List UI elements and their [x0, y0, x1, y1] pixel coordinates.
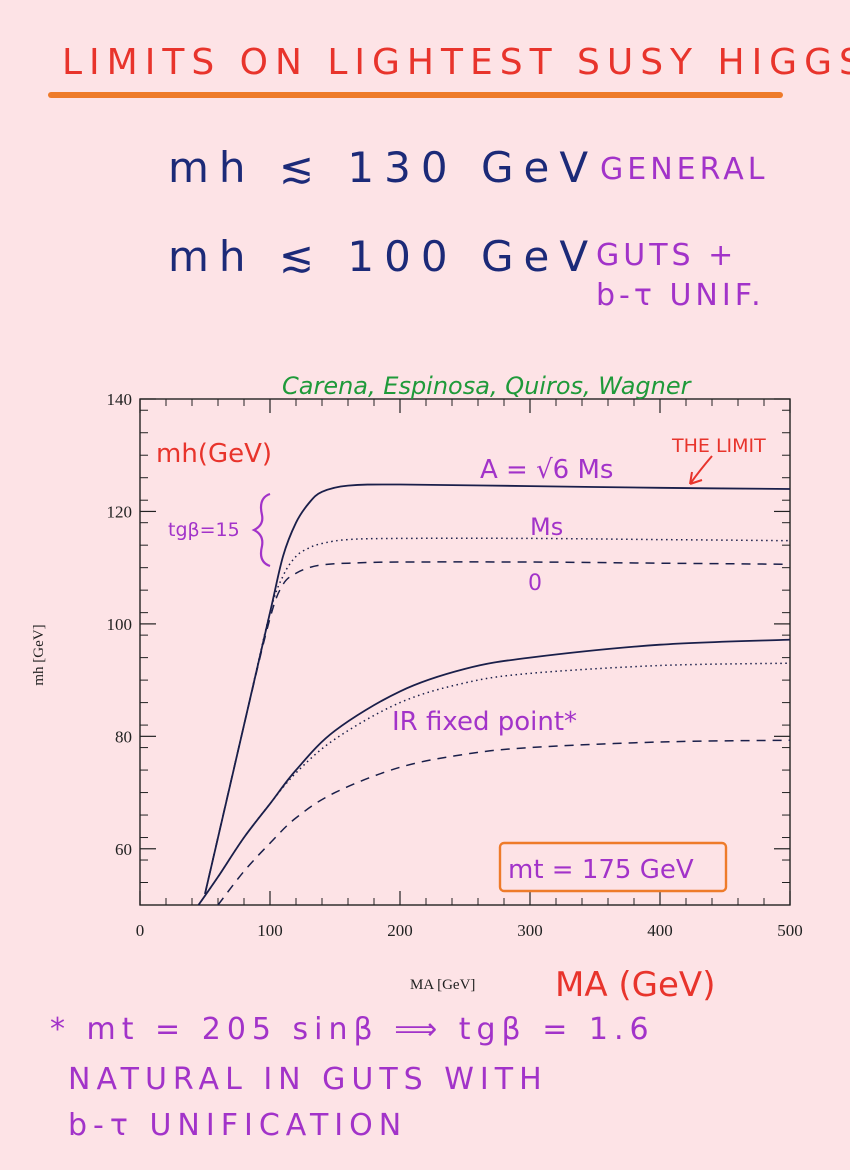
ticks-layer	[139, 398, 791, 906]
series-line-dashed	[204, 561, 791, 894]
ylabel-hand-annotation: mh(GeV)	[156, 439, 272, 469]
curve-ms-annotation: Ms	[530, 513, 563, 541]
x-axis-label: MA [GeV]	[410, 977, 475, 993]
footer-line-3: b-τ UNIFICATION	[68, 1108, 408, 1143]
mt-box	[498, 841, 728, 893]
note-guts-line1: GUTS +	[596, 238, 738, 273]
note-general: GENERAL	[600, 152, 769, 187]
limit-guts: mh ≲ 100 GeV	[168, 232, 599, 281]
y-tick-label: 140	[107, 390, 133, 409]
x-tick-label: 400	[647, 921, 673, 940]
title-underline	[48, 92, 783, 98]
authors-annotation: Carena, Espinosa, Quiros, Wagner	[282, 372, 693, 400]
y-axis-label: mh [GeV]	[31, 624, 47, 685]
y-tick-label: 120	[107, 502, 133, 521]
series-line-dotted	[204, 537, 791, 894]
curve-a-annotation: A = √6 Ms	[480, 455, 613, 485]
the-limit-arrow	[689, 455, 713, 485]
series-line-dotted	[197, 662, 791, 906]
y-tick-label: 80	[115, 727, 132, 746]
x-tick-label: 500	[777, 921, 803, 940]
x-tick-label: 200	[387, 921, 413, 940]
series-line-dashed	[217, 739, 791, 906]
ir-fixed-annotation: IR fixed point*	[392, 707, 577, 737]
mt-box-annotation: mt = 175 GeV	[508, 855, 694, 885]
xlabel-hand-annotation: MA (GeV)	[555, 965, 715, 1005]
curve-zero-annotation: 0	[528, 571, 542, 596]
x-tick-label: 0	[136, 921, 145, 940]
plot-frame	[139, 398, 791, 906]
limit-general: mh ≲ 130 GeV	[168, 143, 599, 192]
y-tick-label: 100	[107, 615, 133, 634]
tanbeta-brace	[251, 492, 271, 568]
note-guts-line2: b-τ UNIF.	[596, 278, 765, 313]
tanbeta-annotation: tgβ=15	[168, 519, 240, 541]
series-layer	[197, 483, 791, 906]
the-limit-annotation: THE LIMIT	[671, 435, 766, 457]
tick-labels: 0 100 200 300 400 500 60 80 100 120 140	[107, 390, 803, 940]
series-line-solid	[197, 638, 791, 906]
footer-line-1: * mt = 205 sinβ ⟹ tgβ = 1.6	[50, 1012, 655, 1047]
page-title: LIMITS ON LIGHTEST SUSY HIGGS	[62, 42, 850, 83]
series-line-solid	[204, 483, 791, 895]
y-tick-label: 60	[115, 840, 132, 859]
x-tick-label: 300	[517, 921, 543, 940]
footer-line-2: NATURAL IN GUTS WITH	[68, 1062, 548, 1097]
x-tick-label: 100	[257, 921, 283, 940]
